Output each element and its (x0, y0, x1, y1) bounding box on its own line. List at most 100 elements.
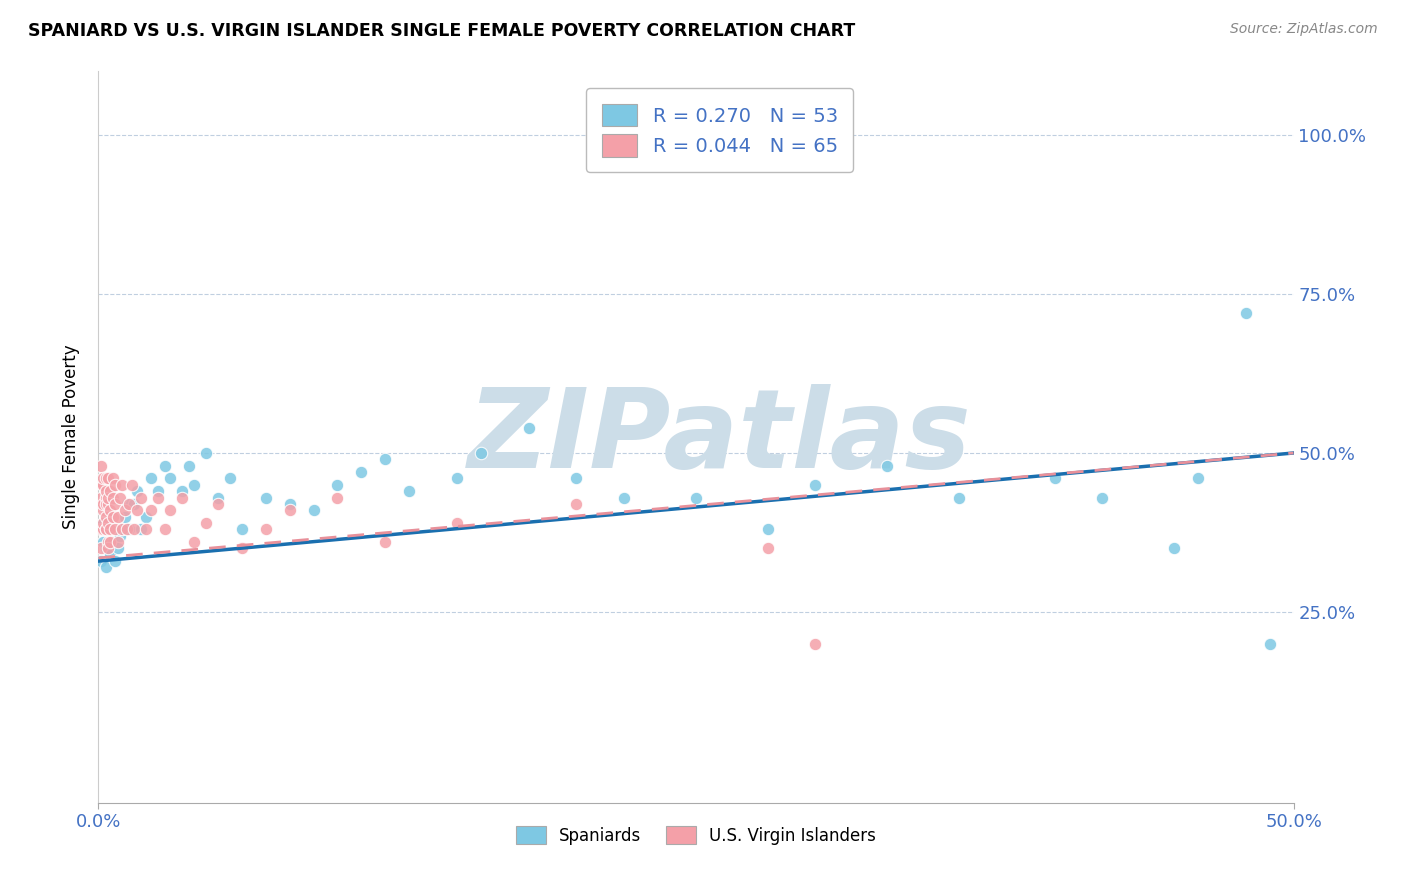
Point (148, 484, 170, 499)
Point (207, 497, 229, 511)
Point (94, 522, 117, 536)
Point (90, 458, 112, 473)
Point (94, 497, 117, 511)
Point (155, 522, 177, 536)
Point (446, 471, 468, 485)
Point (98, 484, 122, 499)
Point (90, 541, 112, 556)
Point (101, 535, 124, 549)
Text: ZIPatlas: ZIPatlas (468, 384, 972, 491)
Point (470, 446, 492, 460)
Point (565, 497, 588, 511)
Point (97, 541, 120, 556)
Point (91, 471, 114, 485)
Point (948, 491, 970, 505)
Point (90, 554, 112, 568)
Point (804, 637, 827, 651)
Point (183, 535, 205, 549)
Point (114, 509, 136, 524)
Point (1043, 471, 1066, 485)
Point (98, 548, 122, 562)
Point (135, 522, 157, 536)
Point (98, 522, 122, 536)
Point (219, 471, 242, 485)
Point (172, 484, 194, 499)
Point (254, 522, 277, 536)
Point (90, 497, 112, 511)
Point (685, 491, 707, 505)
Point (91, 497, 114, 511)
Point (111, 522, 134, 536)
Point (107, 541, 129, 556)
Point (254, 491, 277, 505)
Point (159, 471, 181, 485)
Point (1234, 306, 1257, 320)
Point (111, 522, 134, 536)
Point (104, 477, 127, 491)
Point (207, 491, 229, 505)
Point (326, 491, 349, 505)
Point (91, 503, 114, 517)
Point (91, 522, 114, 536)
Point (124, 497, 146, 511)
Point (94, 522, 117, 536)
Point (94, 484, 117, 499)
Point (98, 535, 122, 549)
Point (104, 554, 127, 568)
Point (326, 477, 349, 491)
Point (91, 477, 114, 491)
Point (91, 516, 114, 530)
Point (108, 529, 131, 543)
Point (446, 516, 468, 530)
Point (97, 497, 120, 511)
Point (135, 509, 157, 524)
Point (104, 497, 127, 511)
Point (107, 509, 129, 524)
Point (1258, 637, 1281, 651)
Point (195, 516, 218, 530)
Point (125, 484, 148, 499)
Point (97, 491, 120, 505)
Point (278, 503, 301, 517)
Point (118, 497, 141, 511)
Point (94, 471, 117, 485)
Point (108, 491, 131, 505)
Point (94, 560, 117, 574)
Point (179, 458, 201, 473)
Point (98, 503, 122, 517)
Y-axis label: Single Female Poverty: Single Female Poverty (62, 345, 80, 529)
Point (155, 458, 177, 473)
Point (97, 522, 120, 536)
Point (90, 522, 112, 536)
Point (118, 522, 141, 536)
Point (172, 491, 194, 505)
Point (131, 491, 153, 505)
Point (231, 541, 253, 556)
Point (350, 465, 373, 479)
Point (115, 497, 138, 511)
Point (398, 484, 420, 499)
Point (374, 452, 396, 467)
Point (374, 535, 396, 549)
Point (107, 535, 129, 549)
Point (91, 477, 114, 491)
Point (756, 541, 779, 556)
Point (278, 497, 301, 511)
Point (125, 503, 148, 517)
Point (1187, 471, 1209, 485)
Point (94, 509, 117, 524)
Point (183, 477, 205, 491)
Point (613, 491, 636, 505)
Point (97, 471, 120, 485)
Point (91, 535, 114, 549)
Point (131, 522, 153, 536)
Point (111, 477, 134, 491)
Point (148, 491, 170, 505)
Point (104, 522, 127, 536)
Point (565, 471, 588, 485)
Point (101, 491, 124, 505)
Point (94, 541, 117, 556)
Point (121, 477, 143, 491)
Point (101, 509, 124, 524)
Point (115, 522, 138, 536)
